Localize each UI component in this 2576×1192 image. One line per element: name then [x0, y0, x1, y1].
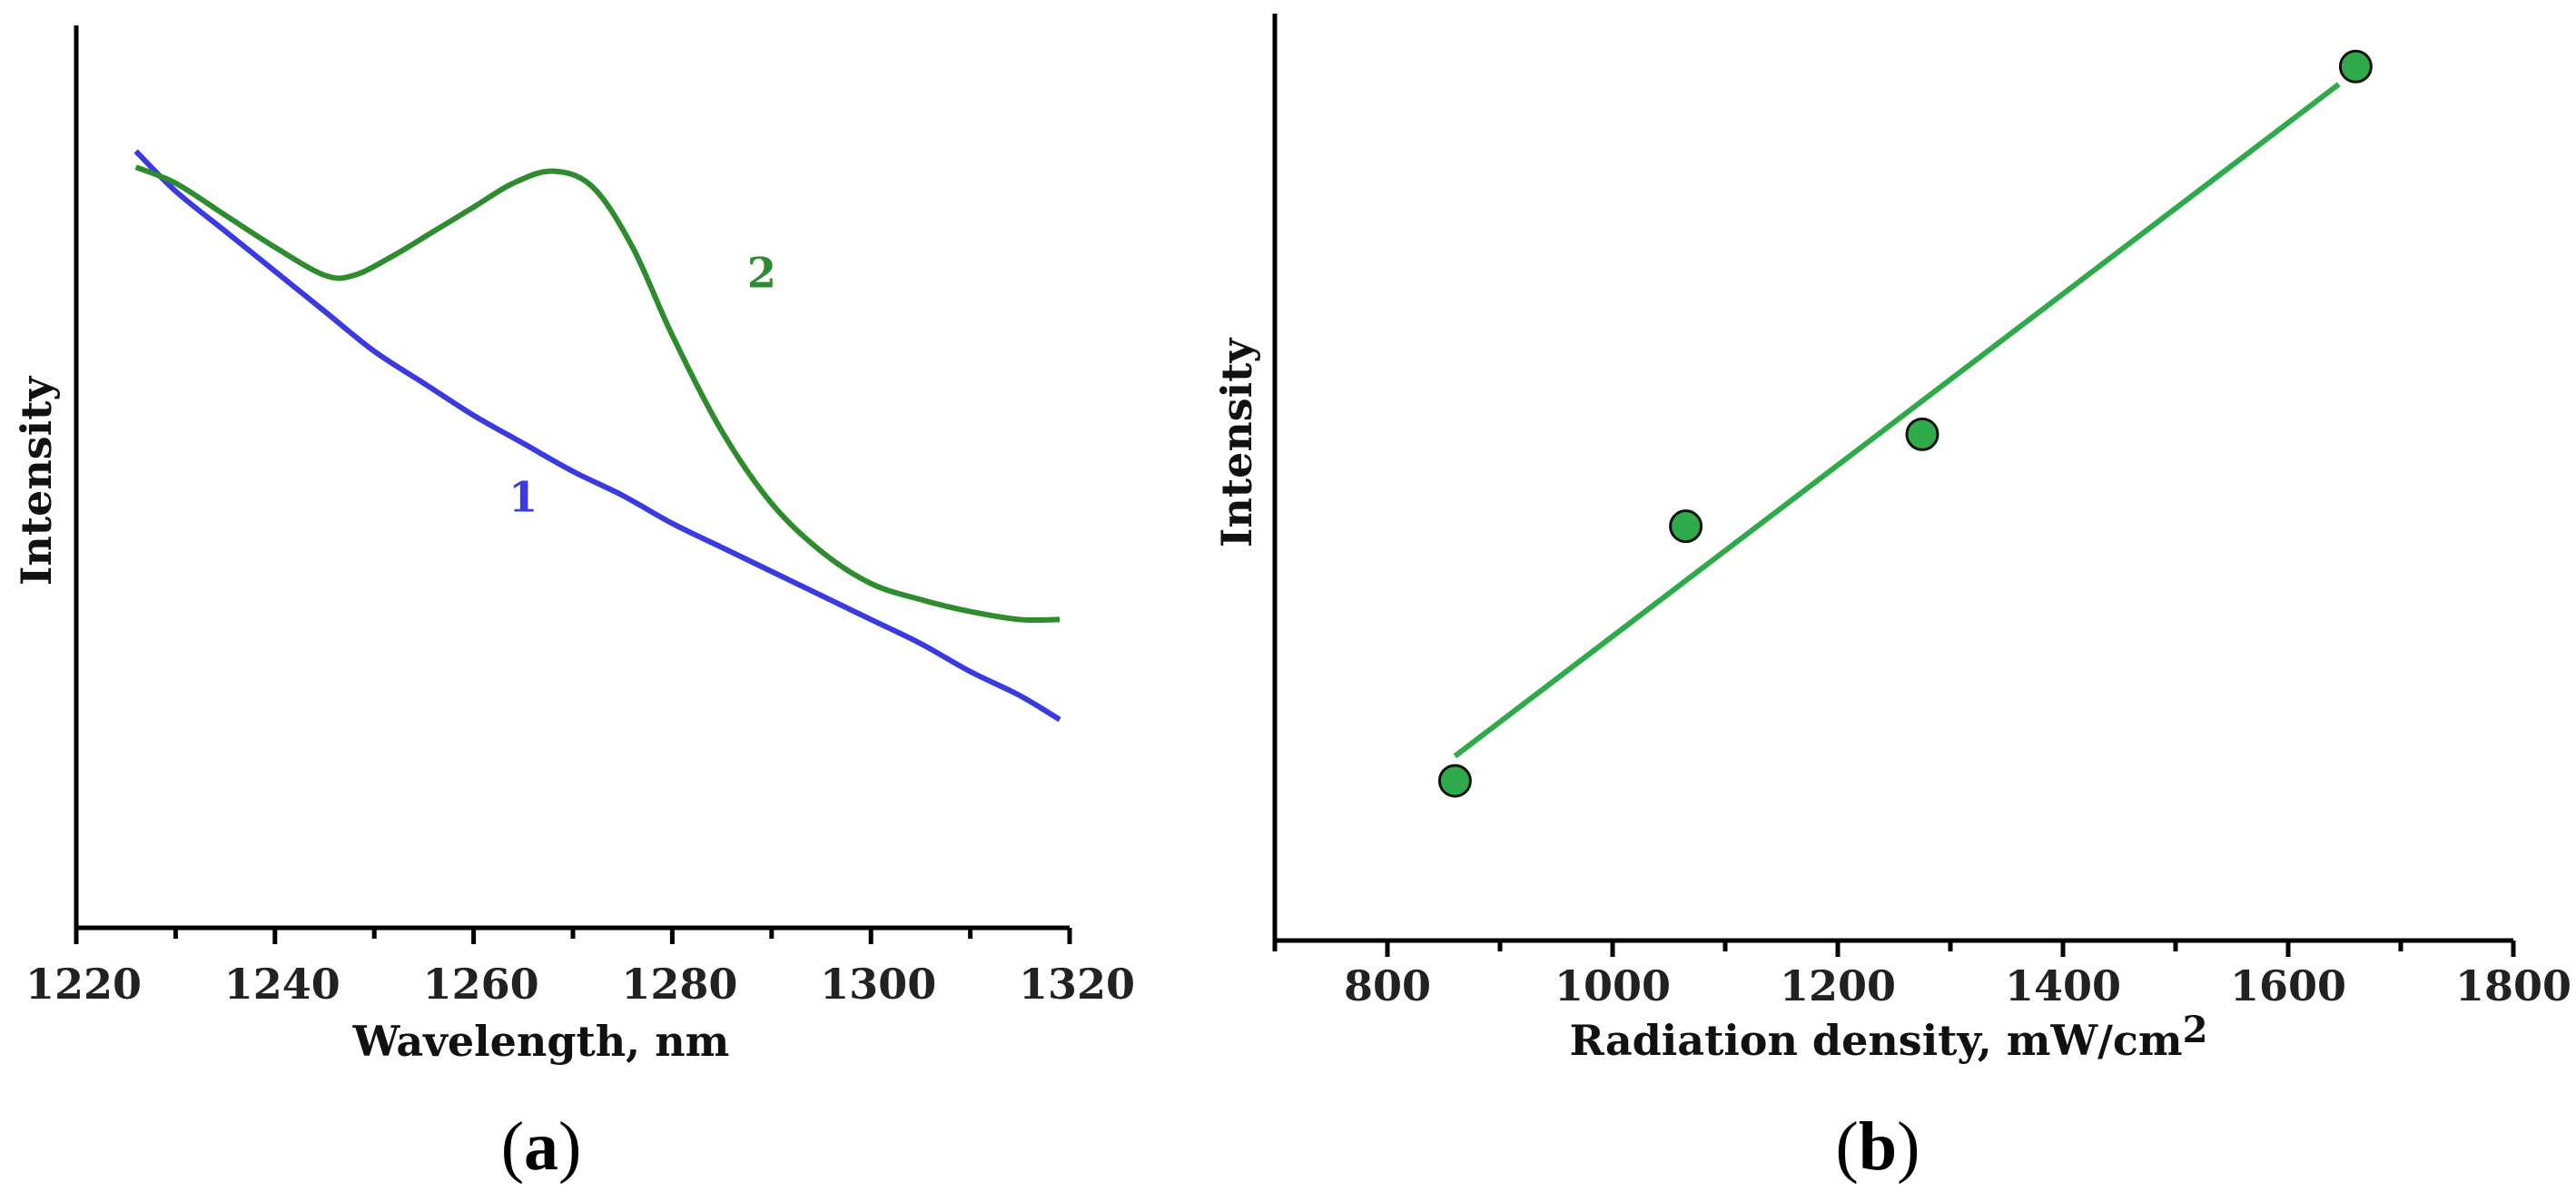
panel-a-series-1-line: [133, 149, 1061, 723]
panel-a-series: [133, 149, 1061, 723]
panel-b-label: (b): [1836, 1108, 1920, 1185]
panel-a-series-2-label: 2: [747, 248, 776, 297]
panel-b-data-point: [1669, 509, 1703, 544]
panel-a-x-tick-label: 1260: [423, 960, 539, 1009]
panel-a-x-tick-label: 1300: [820, 960, 936, 1009]
panel-b-x-tick-label: 1800: [2455, 961, 2571, 1010]
panel-a-series-2-line: [134, 164, 1061, 624]
panel-a-x-tick-label: 1320: [1019, 960, 1135, 1009]
panel-a-x-ticks: [74, 928, 1072, 944]
panel-a: 1220 1240 1260 1280 1300 1320 12 Wavelength, …: [12, 25, 1135, 1185]
panel-b-fit-line: [1453, 82, 2341, 759]
panel-a-x-tick-label: 1240: [224, 960, 341, 1009]
panel-a-x-tick-label: 1220: [25, 960, 142, 1009]
panel-b-x-tick-label: 1400: [2005, 961, 2121, 1010]
panel-b-y-axis-title: Intensity: [1212, 338, 1261, 548]
panel-a-series-1-label: 1: [508, 472, 538, 521]
panel-a-y-axis-title: Intensity: [12, 376, 61, 586]
panel-b-fit: [1453, 82, 2341, 759]
panel-b: 800 1000 1200 1400 1600 1800 Radiation densit…: [1212, 14, 2571, 1185]
panel-b-data-point: [1437, 763, 1472, 798]
panel-a-annotations: 12: [508, 248, 776, 521]
panel-a-x-axis-title: Wavelength, nm: [352, 1017, 730, 1066]
panel-b-x-tick-label: 1000: [1554, 961, 1671, 1010]
panel-b-x-ticks: [1272, 941, 2516, 957]
panel-b-x-tick-label: 1600: [2230, 961, 2346, 1010]
panel-b-x-axis-title: Radiation density, mW/cm2: [1570, 1009, 2208, 1065]
panel-a-x-tick-label: 1280: [621, 960, 737, 1009]
panel-b-x-tick-labels: 800 1000 1200 1400 1600 1800: [1344, 961, 2571, 1010]
panel-b-data-point: [1905, 417, 1939, 451]
panel-a-label: (a): [501, 1108, 582, 1185]
panel-b-x-tick-label: 1200: [1780, 961, 1896, 1010]
panel-b-data-point: [2338, 49, 2373, 84]
panel-b-points: [1437, 49, 2373, 798]
panel-a-x-tick-labels: 1220 1240 1260 1280 1300 1320: [25, 960, 1135, 1009]
panel-b-x-tick-label: 800: [1344, 961, 1431, 1010]
